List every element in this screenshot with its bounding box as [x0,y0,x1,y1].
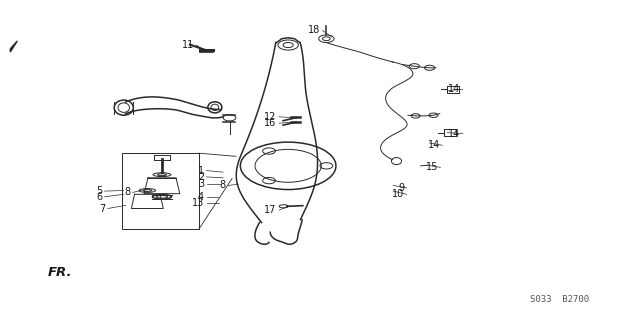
Text: FR.: FR. [47,266,72,279]
Text: 4: 4 [198,192,204,202]
Text: 15: 15 [426,162,438,172]
Text: 17: 17 [264,205,276,215]
Text: 14: 14 [448,129,460,138]
Text: 6: 6 [96,192,102,202]
Text: 13: 13 [192,198,204,208]
Text: 12: 12 [264,112,276,122]
Text: 2: 2 [198,172,204,182]
Text: 3: 3 [198,179,204,189]
Text: 8: 8 [220,181,226,190]
Text: 18: 18 [308,26,320,35]
Text: 14: 14 [448,84,460,94]
Text: 11: 11 [182,40,194,50]
Text: 10: 10 [392,189,404,199]
Text: 8: 8 [124,187,130,197]
Text: 14: 14 [428,140,440,150]
Polygon shape [10,41,17,52]
Text: 16: 16 [264,118,276,128]
Text: 7: 7 [99,204,105,213]
Text: 1: 1 [198,166,204,175]
Text: S033  B2700: S033 B2700 [531,295,589,304]
Text: 9: 9 [398,183,404,193]
Text: 5: 5 [96,186,102,196]
